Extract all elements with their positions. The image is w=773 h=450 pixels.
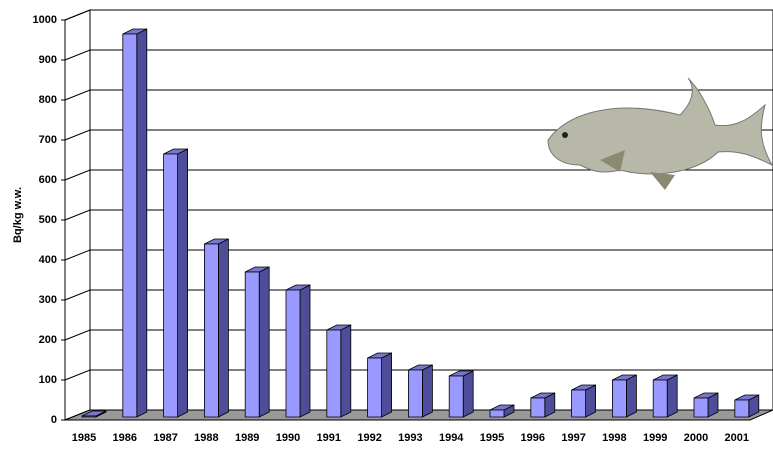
grid-line [64, 249, 773, 261]
x-tick-label: 1987 [153, 432, 177, 444]
bar-side [177, 148, 188, 418]
grid-line [64, 9, 773, 21]
x-tick-label: 1995 [480, 432, 504, 444]
bar-side [218, 238, 229, 418]
x-tick-label: 1999 [643, 432, 667, 444]
bar [448, 370, 474, 418]
bar-side [136, 28, 148, 418]
bar-front [571, 389, 586, 418]
x-tick-label: 1993 [398, 432, 422, 444]
bar-side [462, 370, 474, 418]
grid-line [64, 369, 773, 381]
bar [244, 266, 270, 418]
bar [367, 352, 392, 418]
y-tick-label: 700 [39, 134, 57, 146]
bar [530, 392, 556, 418]
bar-front [734, 399, 750, 418]
bar-side [340, 324, 352, 418]
bar-front [693, 397, 709, 418]
fish-fin [650, 172, 675, 190]
x-tick-label: 1997 [561, 432, 585, 444]
x-tick-label: 1994 [439, 432, 464, 444]
bar-front [408, 369, 423, 418]
grid-line [64, 169, 773, 181]
bar-front [244, 271, 260, 418]
y-tick-label: 100 [39, 374, 57, 386]
x-tick-label: 1988 [194, 432, 218, 444]
bar-front [204, 243, 219, 418]
bar-side [258, 266, 270, 418]
bar [652, 374, 678, 418]
bar-front [530, 397, 546, 418]
fish-body [547, 77, 773, 175]
bar [204, 238, 229, 418]
y-tick-label: 500 [39, 214, 57, 226]
bar [81, 410, 107, 418]
x-tick-label: 1992 [357, 432, 381, 444]
bar-front [612, 379, 627, 418]
bar [326, 324, 352, 418]
y-axis-label: Bq/kg w.w. [12, 187, 24, 243]
bar-front [489, 409, 505, 418]
y-tick-label: 400 [39, 254, 57, 266]
bar [693, 392, 719, 418]
bar-front [81, 415, 97, 418]
y-tick-label: 900 [39, 54, 57, 66]
x-tick-label: 1986 [113, 432, 137, 444]
grid-line [64, 49, 773, 61]
bar-front [367, 357, 382, 418]
x-tick-label: 1998 [602, 432, 626, 444]
bar-side [422, 364, 433, 418]
x-tick-label: 1991 [317, 432, 341, 444]
grid-line [64, 209, 773, 221]
x-tick-label: 2000 [684, 432, 708, 444]
bar [163, 148, 188, 418]
bar-side [666, 374, 678, 418]
y-tick-label: 300 [39, 294, 57, 306]
bar-side [585, 384, 596, 418]
bar [571, 384, 596, 418]
x-tick-label: 1990 [276, 432, 300, 444]
bar [285, 284, 311, 418]
bar [612, 374, 637, 418]
bar [489, 404, 515, 418]
bar-front [448, 375, 464, 418]
y-tick-label: 1000 [33, 14, 57, 26]
bar-front [652, 379, 668, 418]
grid-line [64, 329, 773, 341]
x-tick-label: 1985 [72, 432, 96, 444]
y-tick-label: 600 [39, 174, 57, 186]
bar-side [626, 374, 637, 418]
bar [734, 394, 760, 418]
fish-eye [562, 132, 568, 138]
y-tick-label: 0 [51, 414, 57, 426]
bar-side [381, 352, 392, 418]
fish-picture [547, 77, 773, 190]
y-tick-label: 200 [39, 334, 57, 346]
bar-front [122, 33, 138, 418]
bar-side [299, 284, 311, 418]
fish-fin [600, 150, 625, 172]
bar-front [285, 289, 301, 418]
grid-line [64, 129, 773, 141]
bar-front [326, 329, 342, 418]
grid-line [64, 289, 773, 301]
grid-line [64, 89, 773, 101]
x-tick-label: 2001 [725, 432, 749, 444]
bar-front [163, 153, 178, 418]
x-tick-label: 1996 [521, 432, 545, 444]
y-tick-label: 800 [39, 94, 57, 106]
bar [122, 28, 148, 418]
bar [408, 364, 433, 418]
x-tick-label: 1989 [235, 432, 259, 444]
